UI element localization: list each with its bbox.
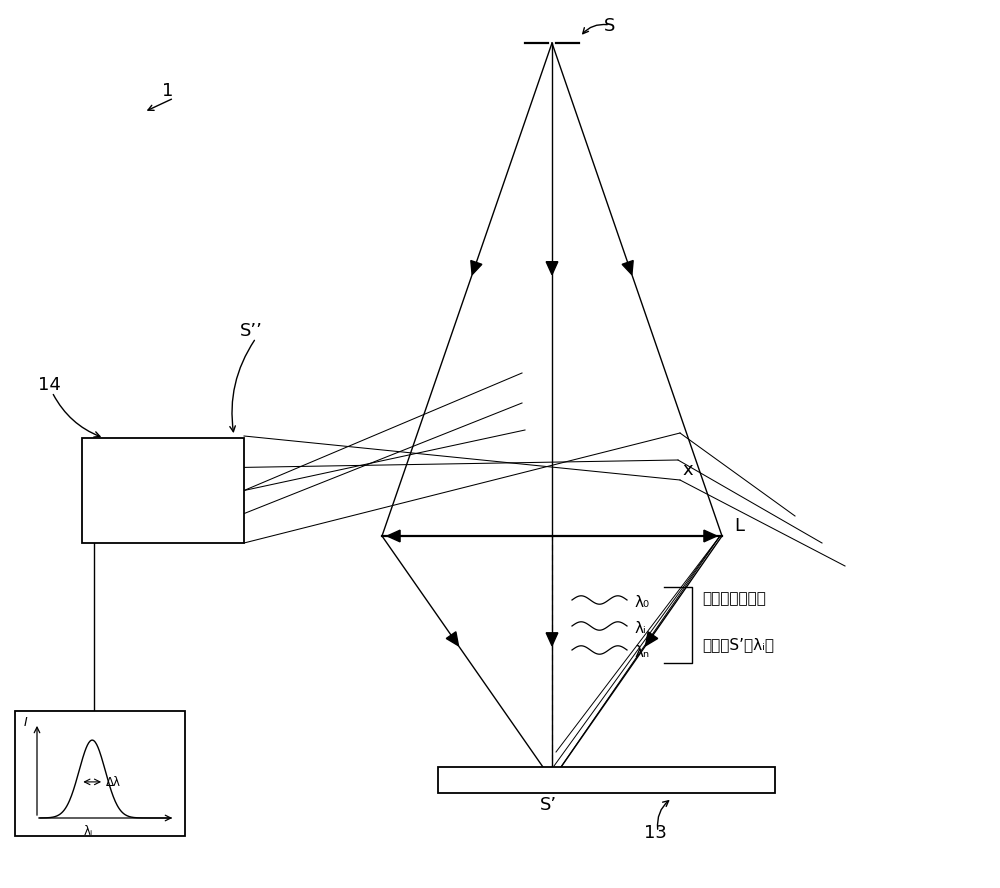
Bar: [438, 767, 775, 793]
Text: 聚焦点S’（λᵢ）: 聚焦点S’（λᵢ）: [702, 637, 774, 652]
Polygon shape: [546, 262, 558, 274]
Text: 14: 14: [38, 376, 61, 394]
Text: λ₀: λ₀: [634, 595, 649, 610]
Text: Δλ: Δλ: [105, 776, 120, 789]
Text: x: x: [682, 461, 693, 479]
Polygon shape: [387, 530, 400, 542]
Polygon shape: [546, 633, 558, 646]
Polygon shape: [446, 631, 458, 646]
Text: I: I: [24, 716, 28, 729]
Text: λᵢ: λᵢ: [634, 621, 646, 636]
Text: λₙ: λₙ: [634, 645, 649, 660]
Text: S: S: [604, 17, 615, 35]
Text: S’’: S’’: [240, 322, 263, 340]
Text: 连续的单色成像: 连续的单色成像: [702, 591, 766, 606]
Polygon shape: [471, 260, 482, 274]
Bar: [15, 711, 185, 836]
Bar: [82, 438, 244, 543]
Text: 1: 1: [162, 82, 173, 100]
Polygon shape: [704, 530, 717, 542]
Text: L: L: [734, 517, 744, 535]
Polygon shape: [646, 631, 658, 646]
Polygon shape: [622, 260, 633, 274]
Text: S’: S’: [539, 796, 557, 814]
Text: λᵢ: λᵢ: [83, 825, 92, 838]
Text: 13: 13: [644, 824, 666, 842]
